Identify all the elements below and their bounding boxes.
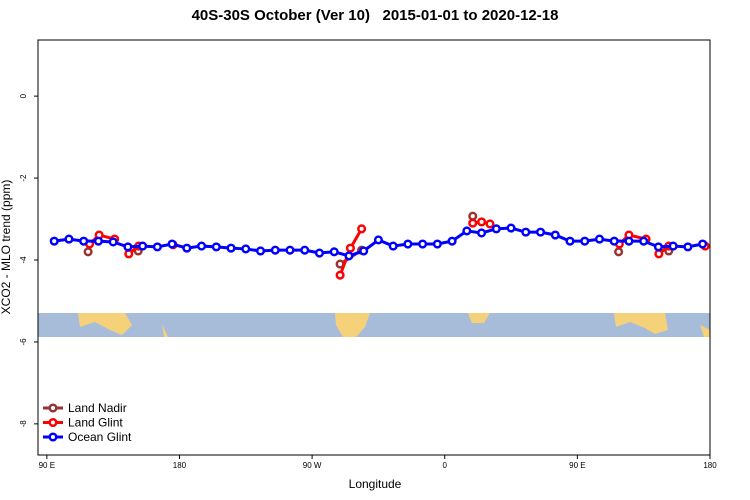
legend-marker xyxy=(48,403,58,413)
x-tick-label: 90 W xyxy=(303,461,322,470)
data-point xyxy=(462,226,472,236)
data-point xyxy=(698,239,708,249)
data-point xyxy=(594,234,605,244)
data-point xyxy=(93,236,103,246)
data-point xyxy=(550,230,560,240)
data-point xyxy=(335,259,345,269)
data-point xyxy=(285,245,295,255)
data-point xyxy=(152,242,162,252)
data-point xyxy=(167,239,177,249)
data-point xyxy=(485,219,495,229)
data-point xyxy=(335,270,345,280)
data-point xyxy=(388,241,398,251)
x-tick-label: 90 E xyxy=(39,461,55,470)
x-tick-label: 180 xyxy=(173,461,187,470)
data-point xyxy=(521,227,531,237)
x-tick-label: 180 xyxy=(703,461,717,470)
data-point xyxy=(639,236,649,246)
data-point xyxy=(344,251,354,261)
legend-label: Land Nadir xyxy=(68,401,127,415)
data-point xyxy=(345,243,355,253)
y-tick-label: -6 xyxy=(19,338,28,346)
data-point xyxy=(491,224,501,234)
legend-label: Ocean Glint xyxy=(68,430,132,444)
data-point xyxy=(506,223,516,233)
data-point xyxy=(241,244,251,254)
legend-label: Land Glint xyxy=(68,416,123,430)
data-point xyxy=(447,236,457,246)
data-point xyxy=(468,218,478,228)
data-point xyxy=(123,242,133,252)
data-point xyxy=(359,246,369,256)
legend-marker xyxy=(48,432,58,442)
data-point xyxy=(64,234,74,244)
data-point xyxy=(49,236,59,246)
data-point xyxy=(535,227,546,237)
data-point xyxy=(609,236,619,246)
data-point xyxy=(580,236,590,246)
data-point xyxy=(373,235,383,245)
data-point xyxy=(314,248,325,258)
data-point xyxy=(668,241,678,251)
data-point xyxy=(124,249,134,259)
y-tick-label: -2 xyxy=(19,174,28,182)
chart-title: 40S-30S October (Ver 10) 2015-01-01 to 2… xyxy=(192,7,559,24)
data-point xyxy=(197,241,207,251)
data-point xyxy=(614,247,624,257)
x-tick-label: 0 xyxy=(443,461,448,470)
y-axis-label: XCO2 - MLO trend (ppm) xyxy=(0,180,13,315)
data-point xyxy=(477,217,487,227)
data-point xyxy=(270,245,280,255)
data-point xyxy=(211,242,221,252)
y-tick-label: 0 xyxy=(19,93,28,98)
x-axis-label: Longitude xyxy=(349,477,402,491)
data-point xyxy=(226,243,236,253)
data-point xyxy=(329,247,339,257)
data-point xyxy=(255,246,266,256)
data-point xyxy=(182,243,192,253)
y-tick-label: -4 xyxy=(19,256,28,264)
data-point xyxy=(300,245,310,255)
data-point xyxy=(565,236,575,246)
plot-frame xyxy=(37,39,711,456)
data-point xyxy=(403,239,413,249)
legend-marker xyxy=(48,417,58,428)
data-point xyxy=(654,249,664,259)
data-point xyxy=(357,224,367,234)
data-point xyxy=(683,242,693,252)
data-point xyxy=(138,241,148,251)
data-point xyxy=(108,237,118,247)
data-point xyxy=(477,228,487,238)
data-point xyxy=(83,247,93,257)
data-point xyxy=(418,239,428,249)
data-point xyxy=(624,236,634,246)
map-strip xyxy=(38,313,710,337)
data-point xyxy=(79,236,89,246)
data-point xyxy=(432,239,442,249)
y-tick-label: -8 xyxy=(19,420,28,428)
data-point xyxy=(653,242,663,252)
data-point xyxy=(468,211,478,221)
x-tick-label: 90 E xyxy=(569,461,585,470)
